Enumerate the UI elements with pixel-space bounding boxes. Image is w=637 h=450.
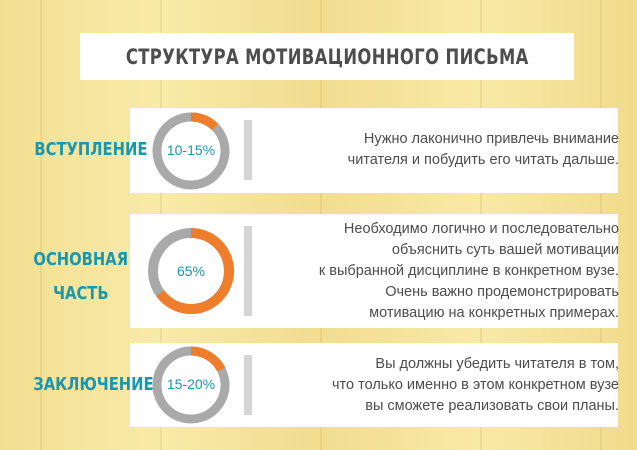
ring-chart-intro: 10-15% [145, 111, 237, 191]
ring-conclusion-svg [152, 346, 230, 424]
ring-fill-conclusion [152, 346, 230, 424]
page-title: СТРУКТУРА МОТИВАЦИОННОГО ПИСЬМА [125, 44, 529, 69]
description-conclusion: Вы должны убедить читателя в том, что то… [331, 356, 619, 414]
section-label-conclusion: ЗАКЛЮЧЕНИЕ [33, 374, 154, 395]
ring-chart-main: 65% [145, 224, 237, 318]
ring-main-svg [148, 228, 234, 314]
section-label-intro: ВСТУПЛЕНИЕ [34, 139, 148, 160]
divider-intro [244, 120, 252, 180]
title-banner: СТРУКТУРА МОТИВАЦИОННОГО ПИСЬМА [80, 33, 574, 80]
section-label-main: ОСНОВНАЯ ЧАСТЬ [33, 249, 129, 304]
ring-fill-intro [152, 112, 230, 190]
description-main: Необходимо логично и последовательно объ… [318, 221, 619, 321]
ring-percent-main: 65% [176, 263, 206, 279]
ring-intro-svg [152, 112, 230, 190]
ring-percent-intro: 10-15% [166, 142, 216, 158]
description-intro: Нужно лаконично привлечь внимание читате… [347, 131, 619, 168]
ring-chart-conclusion: 15-20% [145, 345, 237, 425]
divider-conclusion [244, 355, 252, 415]
divider-main [244, 226, 252, 316]
ring-percent-conclusion: 15-20% [166, 376, 216, 392]
ring-fill-main [148, 228, 234, 314]
